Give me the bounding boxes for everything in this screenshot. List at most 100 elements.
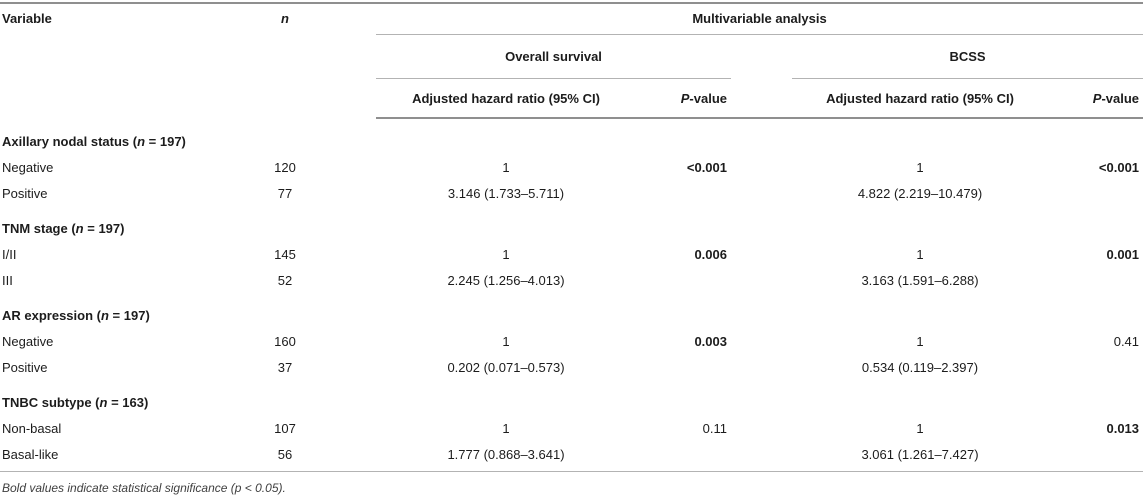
group-n-count: = 197) — [108, 308, 150, 323]
group-n-italic: n — [75, 221, 84, 236]
group-n-italic: n — [137, 134, 146, 149]
variable-cell: I/II — [2, 246, 17, 262]
os-p-value-cell: <0.001 — [686, 159, 727, 175]
bcss-ahr-cell: 4.822 (2.219–10.479) — [857, 185, 983, 201]
group-header-row: TNBC subtype (n = 163) — [0, 380, 1143, 415]
os-p-value-cell: 0.003 — [694, 333, 727, 349]
spacer-cell — [330, 441, 376, 467]
p-value-label-rest: -value — [689, 90, 727, 106]
multivariable-analysis-table: Variable n Multivariable analysis Overal… — [0, 2, 1143, 467]
spacer-cell — [330, 328, 376, 354]
gap-cell — [731, 354, 792, 380]
gap-cell — [731, 441, 792, 467]
data-row: Positive 77 3.146 (1.733–5.711) 4.822 (2.21… — [0, 180, 1143, 206]
spacer-cell — [330, 354, 376, 380]
spacer-cell — [330, 267, 376, 293]
variable-cell: Positive — [2, 359, 48, 375]
gap-cell — [731, 328, 792, 354]
os-ahr-cell: 1 — [502, 333, 510, 349]
spacer-cell — [330, 3, 376, 118]
group-label: AR expression ( — [2, 308, 101, 323]
n-cell: 107 — [274, 420, 296, 436]
bcss-header: BCSS — [792, 34, 1143, 79]
bcss-ahr-cell: 1 — [916, 333, 924, 349]
group-n-count: = 197) — [145, 134, 186, 149]
bcss-p-value-header: P-value — [1048, 78, 1143, 119]
variable-cell: III — [2, 272, 13, 288]
bcss-ahr-cell: 1 — [916, 246, 924, 262]
bcss-ahr-cell: 1 — [916, 420, 924, 436]
spacer-cell — [330, 241, 376, 267]
os-p-value-cell — [636, 267, 731, 293]
group-header-row: Axillary nodal status (n = 197) — [0, 118, 1143, 154]
group-n-count: = 163) — [107, 395, 149, 410]
data-row: Negative 120 1 <0.001 1 <0.001 — [0, 154, 1143, 180]
os-p-value-cell — [636, 180, 731, 206]
p-value-label-rest: -value — [1101, 90, 1140, 106]
gap-cell — [731, 78, 792, 119]
os-ahr-cell: 2.245 (1.256–4.013) — [447, 272, 565, 288]
p-value-label-italic: P — [680, 90, 690, 106]
os-ahr-cell: 1 — [502, 420, 510, 436]
os-ahr-cell: 1 — [502, 159, 510, 175]
n-cell: 77 — [277, 185, 293, 201]
variable-column-header: Variable — [2, 11, 52, 26]
data-row: III 52 2.245 (1.256–4.013) 3.163 (1.591–6.2… — [0, 267, 1143, 293]
bcss-p-value-cell — [1048, 180, 1143, 206]
variable-cell: Negative — [2, 333, 54, 349]
bcss-p-value-cell: 0.013 — [1106, 420, 1140, 436]
variable-cell: Negative — [2, 159, 54, 175]
variable-cell: Positive — [2, 185, 48, 201]
gap-cell — [731, 180, 792, 206]
n-column-header: n — [281, 11, 289, 26]
gap-cell — [731, 415, 792, 441]
header-row-1: Variable n Multivariable analysis — [0, 3, 1143, 35]
header-row-3: Adjusted hazard ratio (95% CI) P-value A… — [0, 78, 1143, 119]
os-ahr-cell: 1 — [502, 246, 510, 262]
bcss-ahr-cell: 1 — [916, 159, 924, 175]
p-value-label-italic: P — [1092, 90, 1102, 106]
data-row: I/II 145 1 0.006 1 0.001 — [0, 241, 1143, 267]
group-n-count: = 197) — [83, 221, 125, 236]
os-ahr-cell: 3.146 (1.733–5.711) — [447, 185, 565, 201]
os-p-value-cell: 0.006 — [694, 246, 727, 262]
os-ahr-cell: 0.202 (0.071–0.573) — [447, 359, 565, 375]
variable-cell: Basal-like — [2, 446, 59, 462]
significance-footnote: Bold values indicate statistical signifi… — [0, 471, 1143, 495]
gap-cell — [731, 267, 792, 293]
n-cell: 52 — [277, 272, 293, 288]
table-body: Axillary nodal status (n = 197) Negative 1… — [0, 118, 1143, 467]
gap-cell — [731, 35, 792, 79]
spacer-cell — [330, 415, 376, 441]
bcss-p-value-cell — [1048, 441, 1143, 467]
group-label-cell: TNBC subtype (n = 163) — [0, 380, 1143, 415]
group-header-row: AR expression (n = 197) — [0, 293, 1143, 328]
bcss-p-value-cell — [1048, 267, 1143, 293]
gap-cell — [731, 154, 792, 180]
os-ahr-cell: 1.777 (0.868–3.641) — [447, 446, 565, 462]
overall-survival-header: Overall survival — [376, 34, 731, 79]
bcss-adjusted-hazard-ratio-header: Adjusted hazard ratio (95% CI) — [792, 78, 1048, 119]
bcss-p-value-cell: <0.001 — [1098, 159, 1140, 175]
bcss-p-value-cell: 0.41 — [1113, 333, 1140, 349]
group-label-cell: Axillary nodal status (n = 197) — [0, 118, 1143, 154]
group-n-italic: n — [99, 395, 108, 410]
group-label-cell: AR expression (n = 197) — [0, 293, 1143, 328]
bcss-p-value-cell — [1048, 354, 1143, 380]
n-cell: 160 — [274, 333, 296, 349]
os-p-value-header: P-value — [636, 78, 731, 119]
spacer-cell — [330, 180, 376, 206]
group-n-italic: n — [100, 308, 109, 323]
group-label: TNBC subtype ( — [2, 395, 100, 410]
n-cell: 37 — [277, 359, 293, 375]
multivariable-analysis-header: Multivariable analysis — [376, 3, 1143, 35]
os-p-value-cell: 0.11 — [702, 420, 727, 436]
os-adjusted-hazard-ratio-header: Adjusted hazard ratio (95% CI) — [376, 78, 636, 119]
spacer-cell — [330, 154, 376, 180]
bcss-ahr-cell: 3.163 (1.591–6.288) — [861, 272, 979, 288]
data-row: Negative 160 1 0.003 1 0.41 — [0, 328, 1143, 354]
bcss-ahr-cell: 3.061 (1.261–7.427) — [861, 446, 979, 462]
group-label-cell: TNM stage (n = 197) — [0, 206, 1143, 241]
group-header-row: TNM stage (n = 197) — [0, 206, 1143, 241]
